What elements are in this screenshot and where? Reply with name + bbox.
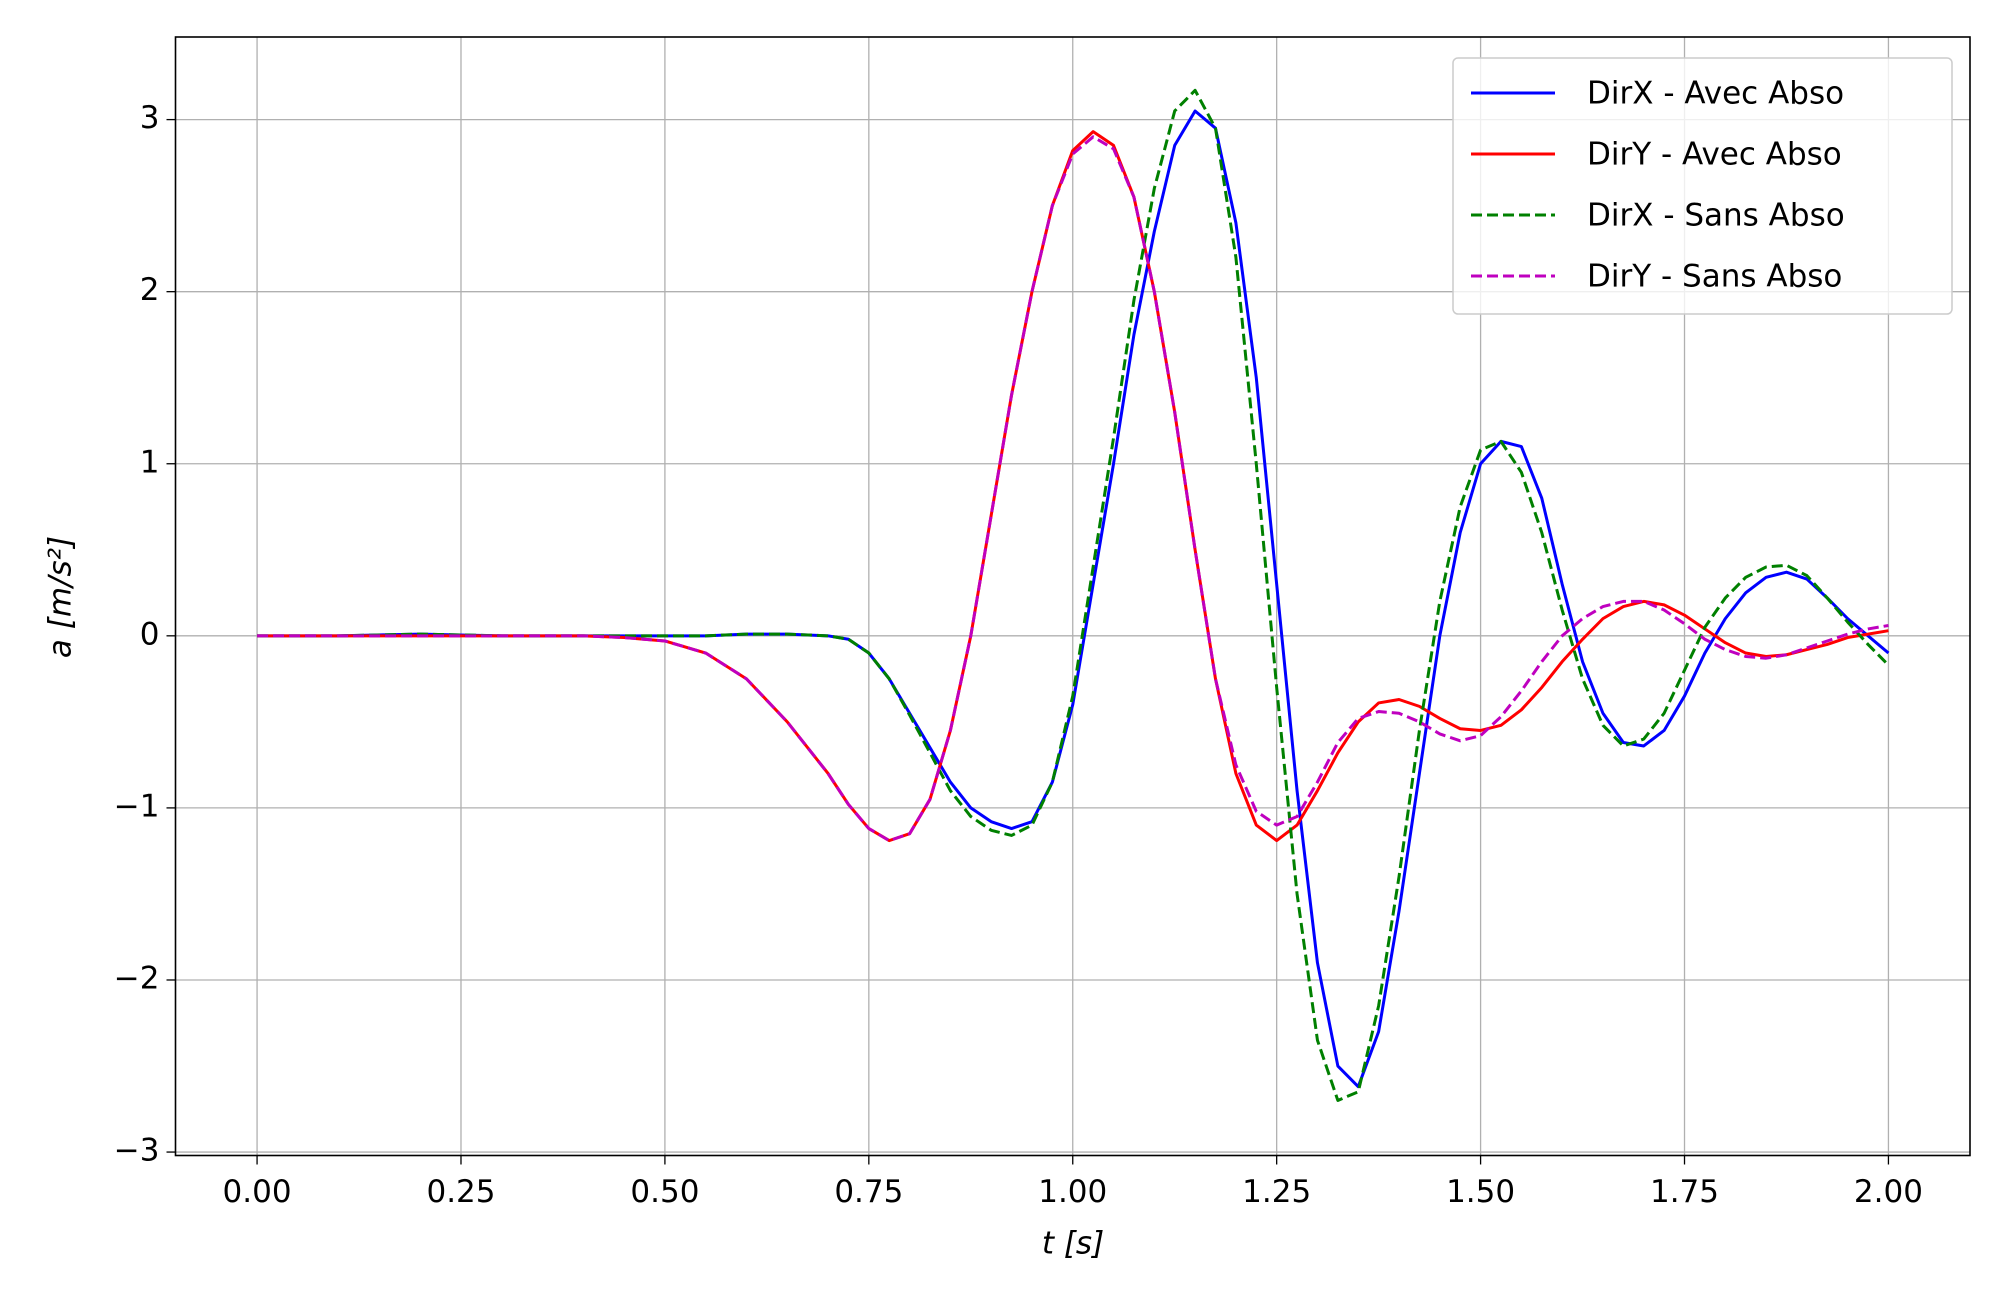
x-tick-label: 0.00	[223, 1174, 292, 1210]
legend-box	[1452, 57, 1953, 315]
x-tick-label: 1.25	[1242, 1174, 1311, 1210]
y-tick-label: 2	[140, 272, 160, 308]
x-tick-label: 0.25	[426, 1174, 495, 1210]
x-tick-label: 1.50	[1446, 1174, 1515, 1210]
x-tick-label: 1.75	[1650, 1174, 1719, 1210]
series-line	[257, 135, 1889, 843]
series-line	[257, 88, 1890, 1102]
plot-frame	[174, 36, 1971, 1157]
y-tick-label: 3	[140, 100, 160, 136]
legend-label: DirY - Avec Abso	[1587, 137, 1842, 173]
legend-label: DirX - Sans Abso	[1587, 198, 1845, 234]
legend-label: DirX - Avec Abso	[1587, 76, 1844, 112]
y-tick-label: 0	[140, 616, 160, 652]
x-tick-label: 1.00	[1038, 1174, 1107, 1210]
x-tick-label: 0.75	[834, 1174, 903, 1210]
x-tick-label: 0.50	[630, 1174, 699, 1210]
y-tick-label: −1	[114, 788, 160, 824]
x-tick-label: 2.00	[1854, 1174, 1923, 1210]
y-tick-label: 1	[140, 444, 160, 480]
x-axis-label: t [s]	[1042, 1226, 1104, 1262]
y-axis-label: a [m/s²]	[43, 536, 79, 658]
y-tick-label: −3	[114, 1133, 160, 1169]
series-line	[257, 130, 1889, 843]
y-tick-label: −2	[114, 960, 160, 996]
legend-label: DirY - Sans Abso	[1587, 259, 1842, 295]
